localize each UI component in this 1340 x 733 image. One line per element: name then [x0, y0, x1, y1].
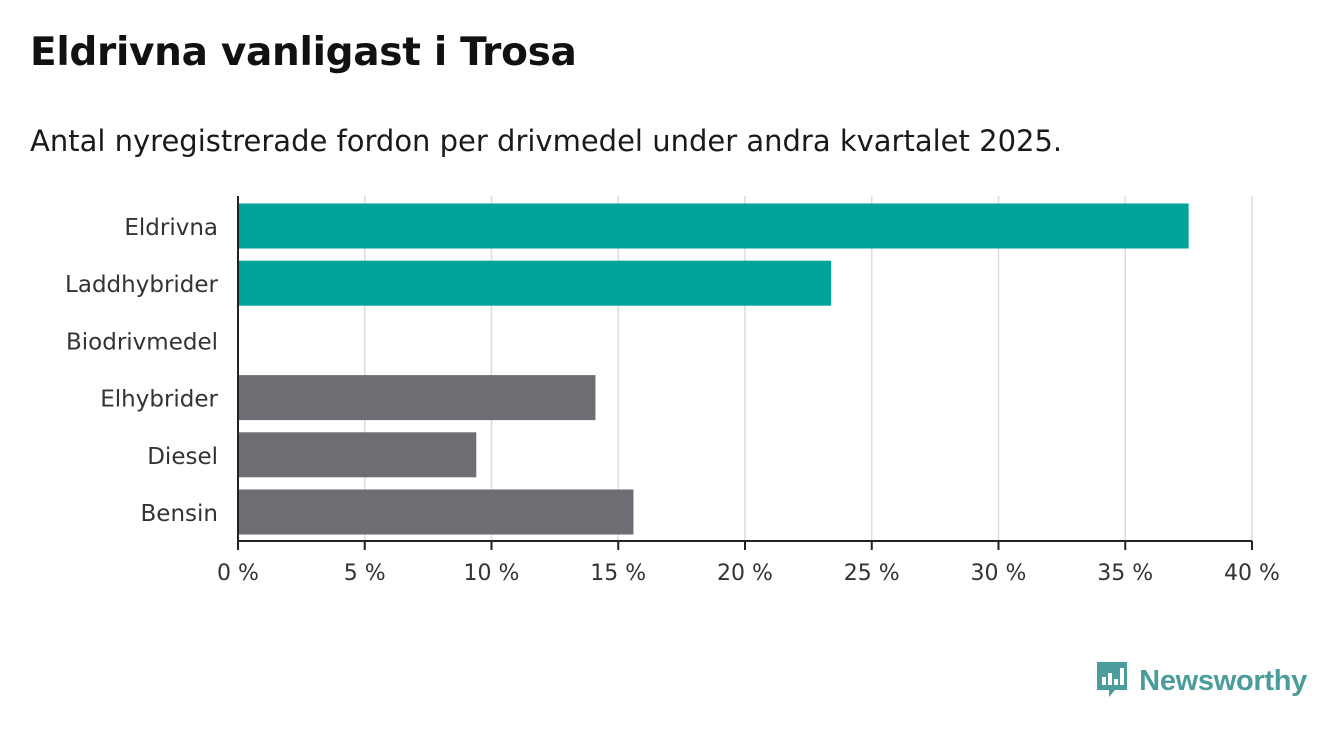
- bar-chart-speech-bubble-icon: [1095, 660, 1129, 702]
- category-label: Biodrivmedel: [66, 329, 218, 355]
- bar-diesel: [238, 432, 477, 478]
- chart-title: Eldrivna vanligast i Trosa: [30, 30, 577, 75]
- category-label: Laddhybrider: [65, 272, 218, 298]
- x-tick-label: 5 %: [344, 561, 386, 586]
- category-label: Bensin: [141, 501, 218, 527]
- bar-bensin: [238, 489, 634, 535]
- category-label: Eldrivna: [124, 215, 218, 241]
- x-tick-label: 15 %: [590, 561, 646, 586]
- x-tick-label: 30 %: [971, 561, 1027, 586]
- x-axis: 0 % 5 % 10 % 15 % 20 % 25 % 30 % 35 % 40 %: [217, 196, 1280, 586]
- newsworthy-logo: Newsworthy: [1095, 660, 1307, 702]
- bars: [238, 203, 1189, 535]
- brand-name: Newsworthy: [1139, 664, 1307, 697]
- bar-elhybrider: [238, 375, 596, 421]
- category-label: Diesel: [147, 444, 218, 470]
- x-tick-label: 35 %: [1097, 561, 1153, 586]
- x-tick-label: 20 %: [717, 561, 773, 586]
- bar-laddhybrider: [238, 260, 832, 306]
- category-labels: Eldrivna Laddhybrider Biodrivmedel Elhybrid…: [65, 215, 218, 527]
- x-tick-label: 25 %: [844, 561, 900, 586]
- grid-lines: [364, 196, 1253, 541]
- x-tick-label: 40 %: [1224, 561, 1280, 586]
- x-tick-label: 0 %: [217, 561, 259, 586]
- chart-subtitle: Antal nyregistrerade fordon per drivmede…: [30, 124, 1063, 158]
- category-label: Elhybrider: [100, 387, 218, 413]
- bar-eldrivna: [238, 203, 1189, 249]
- x-tick-label: 10 %: [464, 561, 520, 586]
